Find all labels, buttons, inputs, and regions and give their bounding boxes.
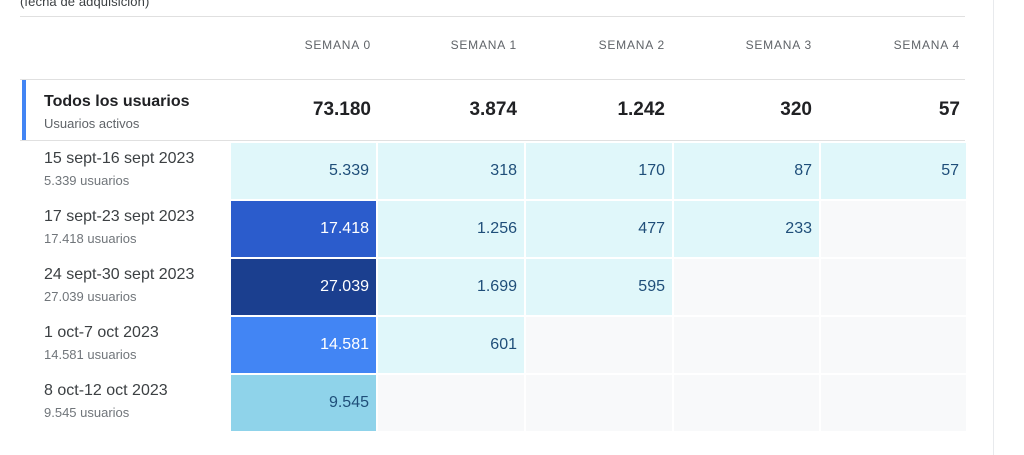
total-week-1: 3.874 [469, 99, 517, 120]
top-divider [20, 16, 965, 17]
cohort-user-count: 9.545 usuarios [44, 405, 130, 420]
cohort-cell-week-4[interactable] [821, 259, 966, 315]
cohort-cell-week-1[interactable] [378, 375, 524, 431]
cohort-row: 8 oct-12 oct 2023 9.545 usuarios 9.545 [0, 374, 1024, 432]
cohort-cell-week-3[interactable]: 233 [674, 201, 819, 257]
cohort-cell-week-4[interactable]: 57 [821, 143, 966, 199]
week-header-2[interactable]: SEMANA 2 [598, 38, 665, 52]
total-week-2: 1.242 [617, 99, 665, 120]
totals-divider [20, 140, 965, 141]
cohort-row: 24 sept-30 sept 2023 27.039 usuarios 27.03… [0, 258, 1024, 316]
cohort-cell-week-2[interactable]: 595 [526, 259, 672, 315]
cohort-date-range: 15 sept-16 sept 2023 [44, 150, 195, 167]
cohort-cell-week-0[interactable]: 14.581 [231, 317, 376, 373]
cohort-cell-week-1[interactable]: 1.699 [378, 259, 524, 315]
acquisition-date-label: (fecha de adquisición) [20, 0, 150, 9]
cohort-cell-week-2[interactable]: 170 [526, 143, 672, 199]
totals-title: Todos los usuarios [44, 93, 190, 110]
totals-accent-bar [22, 80, 26, 140]
cohort-cell-week-2[interactable] [526, 317, 672, 373]
cohort-cell-week-1[interactable]: 318 [378, 143, 524, 199]
total-week-4: 57 [938, 99, 960, 120]
cohort-row: 1 oct-7 oct 2023 14.581 usuarios 14.581 601 [0, 316, 1024, 374]
cohort-row: 17 sept-23 sept 2023 17.418 usuarios 17.41… [0, 200, 1024, 258]
cohort-date-range: 17 sept-23 sept 2023 [44, 208, 195, 225]
cohort-cell-week-4[interactable] [821, 201, 966, 257]
totals-metric-label: Usuarios activos [44, 116, 140, 131]
week-header-3[interactable]: SEMANA 3 [745, 38, 812, 52]
cohort-cell-week-4[interactable] [821, 375, 966, 431]
week-header-4[interactable]: SEMANA 4 [893, 38, 960, 52]
cohort-user-count: 27.039 usuarios [44, 289, 137, 304]
right-panel-edge [993, 0, 1024, 455]
cohort-date-range: 8 oct-12 oct 2023 [44, 382, 168, 399]
week-header-row: SEMANA 0 SEMANA 1 SEMANA 2 SEMANA 3 SEMA… [0, 17, 1024, 79]
cohort-cell-week-0[interactable]: 5.339 [231, 143, 376, 199]
cohort-cell-week-1[interactable]: 1.256 [378, 201, 524, 257]
cohort-user-count: 5.339 usuarios [44, 173, 130, 188]
header-divider [20, 79, 965, 80]
cohort-user-count: 14.581 usuarios [44, 347, 137, 362]
total-week-3: 320 [780, 99, 812, 120]
cohort-cell-week-0[interactable]: 17.418 [231, 201, 376, 257]
totals-row: Todos los usuarios Usuarios activos 73.1… [0, 80, 1024, 140]
week-header-0[interactable]: SEMANA 0 [304, 38, 371, 52]
cohort-cell-week-1[interactable]: 601 [378, 317, 524, 373]
cohort-cell-week-0[interactable]: 9.545 [231, 375, 376, 431]
cohort-cell-week-0[interactable]: 27.039 [231, 259, 376, 315]
cohort-cell-week-3[interactable] [674, 375, 819, 431]
cohort-cell-week-3[interactable] [674, 259, 819, 315]
cohort-cell-week-2[interactable]: 477 [526, 201, 672, 257]
cohort-date-range: 1 oct-7 oct 2023 [44, 324, 159, 341]
week-header-1[interactable]: SEMANA 1 [450, 38, 517, 52]
cohort-row: 15 sept-16 sept 2023 5.339 usuarios 5.339 3… [0, 142, 1024, 200]
cohort-cell-week-2[interactable] [526, 375, 672, 431]
total-week-0: 73.180 [312, 99, 371, 120]
cohort-cell-week-3[interactable] [674, 317, 819, 373]
cohort-cell-week-3[interactable]: 87 [674, 143, 819, 199]
cohort-user-count: 17.418 usuarios [44, 231, 137, 246]
cohort-cell-week-4[interactable] [821, 317, 966, 373]
cohort-date-range: 24 sept-30 sept 2023 [44, 266, 195, 283]
